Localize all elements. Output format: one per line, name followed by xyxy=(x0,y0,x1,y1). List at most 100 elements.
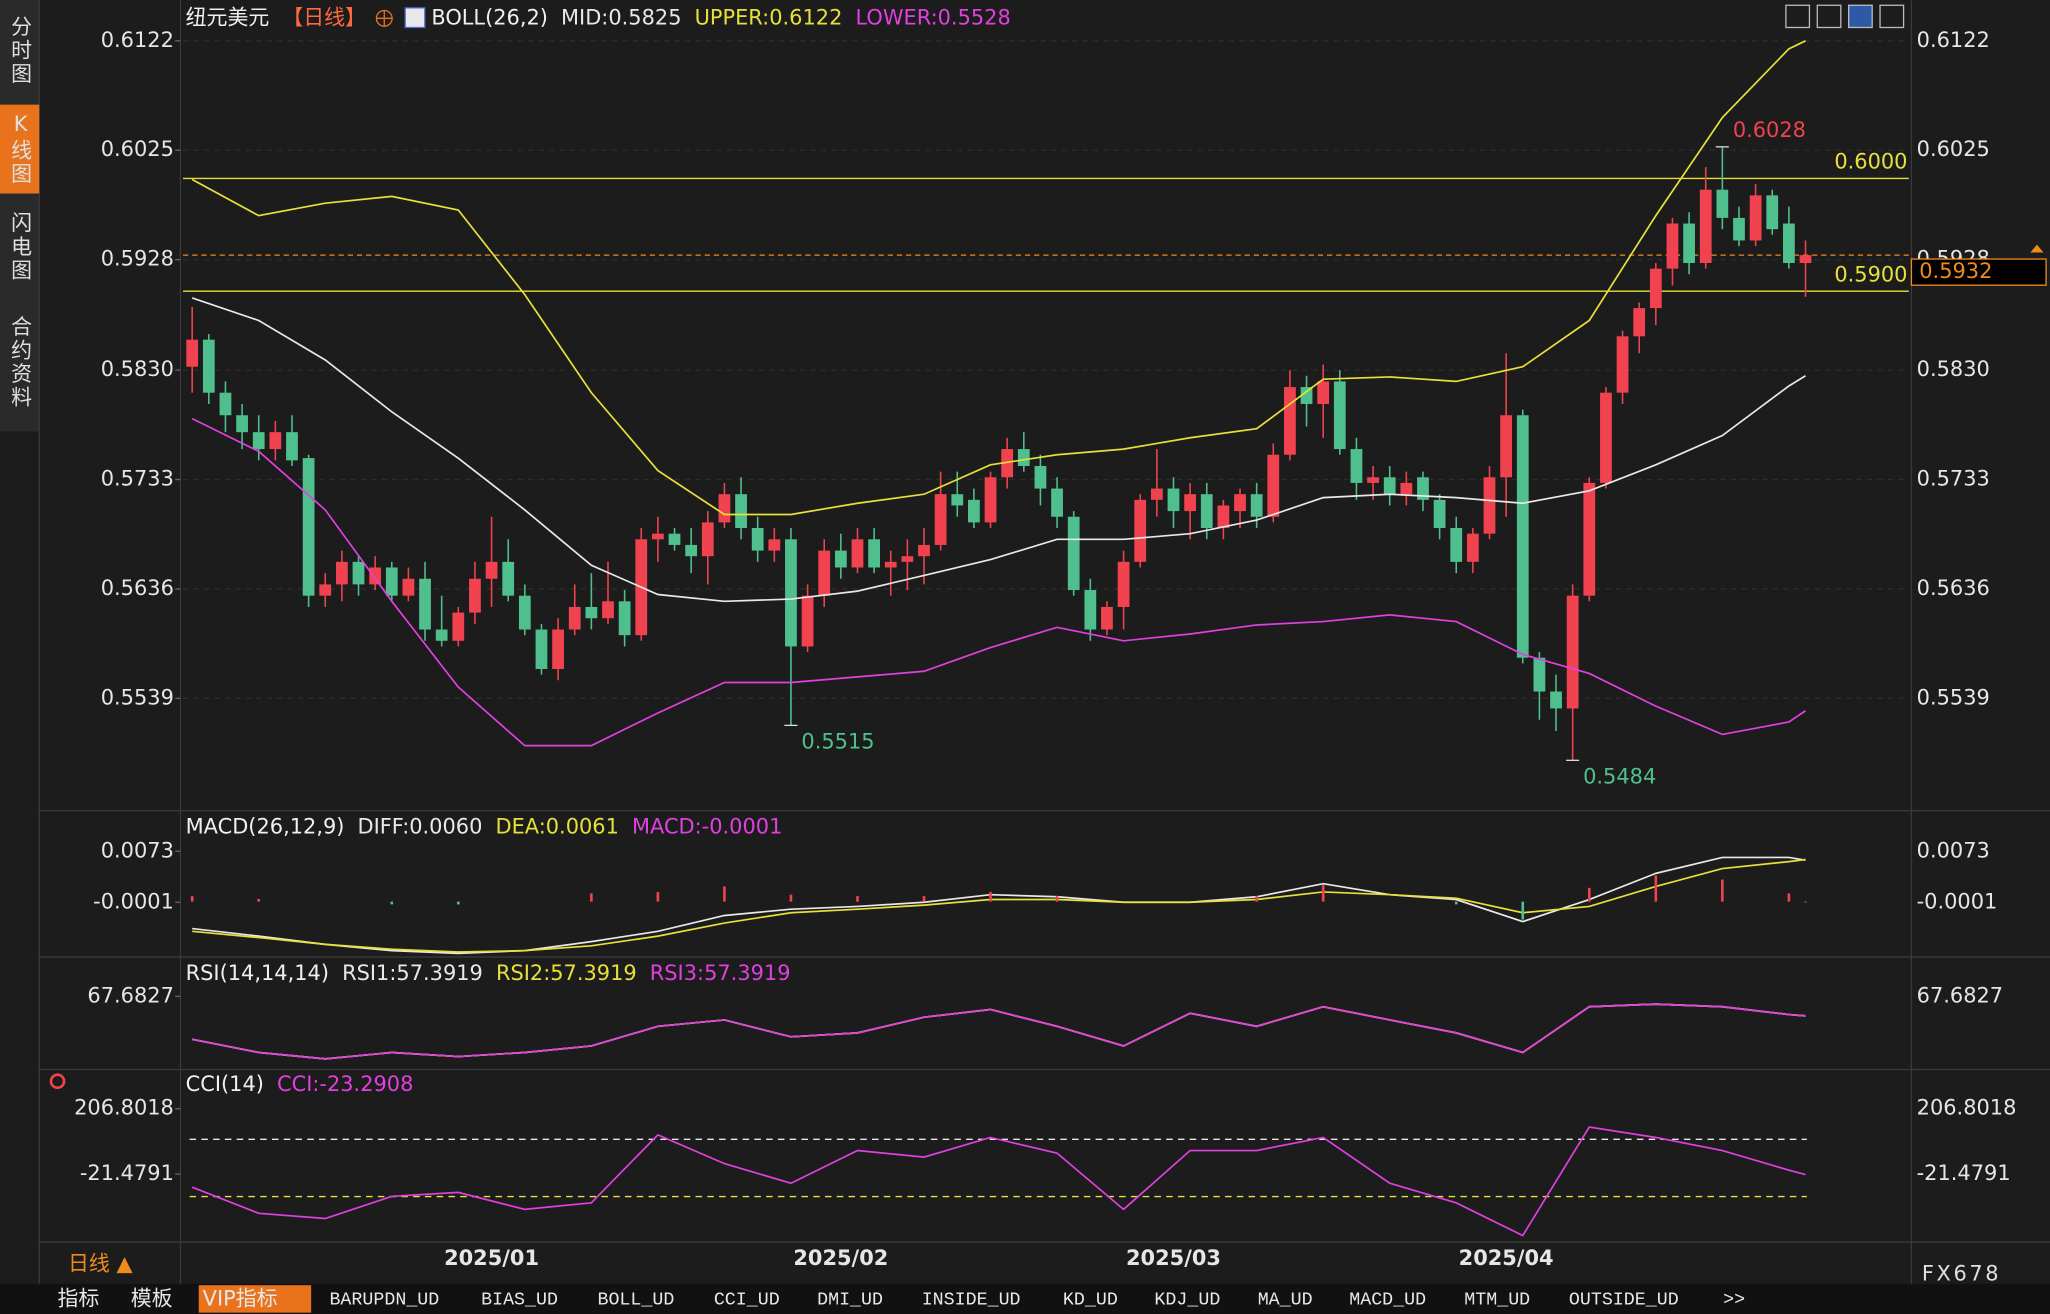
settings-icon[interactable] xyxy=(49,1073,66,1090)
candle-body xyxy=(968,499,980,523)
sidebar xyxy=(0,0,40,432)
candle-body xyxy=(1200,494,1213,529)
y-tick-label: -21.4791 xyxy=(80,1161,174,1185)
y-tick-label-right: 0.5733 xyxy=(1917,467,1990,491)
candle-body xyxy=(402,578,415,596)
candle-body xyxy=(701,522,714,557)
candle-body xyxy=(918,544,930,557)
toolbar-tab[interactable]: 指标 xyxy=(58,1287,100,1311)
candle-body xyxy=(818,550,831,596)
y-tick-label-right: 0.5830 xyxy=(1917,357,1990,381)
indicator-label: BOLL(26,2) xyxy=(431,5,548,29)
y-tick-label-right: 0.5539 xyxy=(1917,685,1990,709)
candle-body xyxy=(901,556,914,562)
candle-body xyxy=(1267,454,1280,517)
toolbar-tab[interactable]: KD_UD xyxy=(1063,1290,1118,1310)
toolbar-tab[interactable]: INSIDE_UD xyxy=(922,1290,1021,1310)
candle-body xyxy=(1167,488,1180,512)
candle-body xyxy=(868,539,880,568)
candle-body xyxy=(618,601,631,636)
legend-label: RSI3:57.3919 xyxy=(650,961,791,985)
candle-body xyxy=(685,544,698,557)
toolbar-tab[interactable]: BOLL_UD xyxy=(597,1290,674,1310)
toolbar-tab[interactable]: CCI_UD xyxy=(714,1290,780,1310)
y-tick-label: 0.6025 xyxy=(101,137,174,161)
candle-body xyxy=(1600,392,1612,483)
candle-body xyxy=(1699,189,1712,264)
indicator-label: MACD(26,12,9) xyxy=(186,815,345,839)
candle-body xyxy=(1483,477,1496,534)
series-line xyxy=(192,856,1806,955)
candle-body xyxy=(1101,606,1113,630)
candle-body xyxy=(435,629,448,641)
toolbar-tab[interactable]: BIAS_UD xyxy=(481,1290,558,1310)
toolbar-tab[interactable]: MACD_UD xyxy=(1349,1290,1426,1310)
candle-body xyxy=(485,561,498,579)
view-icon[interactable] xyxy=(1879,4,1905,29)
legend-label: MACD:-0.0001 xyxy=(632,815,782,839)
y-tick-label-right: -0.0001 xyxy=(1917,889,1998,913)
candle-body xyxy=(1649,268,1662,309)
view-icon[interactable] xyxy=(1848,4,1873,29)
series-line xyxy=(191,297,1806,603)
candle-body xyxy=(419,578,431,630)
toolbar-tab[interactable]: DMI_UD xyxy=(817,1290,883,1310)
candle-body xyxy=(1001,449,1014,478)
view-icon[interactable] xyxy=(1816,4,1842,29)
toolbar xyxy=(0,1283,2050,1314)
candle-body xyxy=(1683,223,1695,264)
candle-body xyxy=(1400,482,1413,495)
candle-body xyxy=(369,567,382,585)
legend-label: MID:0.5825 xyxy=(561,5,682,29)
annotation-label: 0.5515 xyxy=(801,729,874,753)
candle-body xyxy=(801,595,814,647)
annotation-label: 0.5484 xyxy=(1583,764,1656,788)
candle-body xyxy=(236,415,248,433)
view-icons xyxy=(1785,4,1905,29)
x-tick-label: 2025/04 xyxy=(1459,1246,1554,1270)
period-button[interactable]: 日线 ▲ xyxy=(68,1251,133,1275)
candle-body xyxy=(851,539,864,568)
candle-body xyxy=(1533,657,1546,692)
candle-body xyxy=(1716,189,1729,218)
sidebar-tab[interactable]: 分时图 xyxy=(9,16,33,87)
y-tick-label: -0.0001 xyxy=(93,889,174,913)
candle-body xyxy=(1084,590,1097,630)
toolbar-tab[interactable]: OUTSIDE_UD xyxy=(1569,1290,1679,1310)
sidebar-tab[interactable]: 合约资料 xyxy=(9,316,33,410)
sidebar-tab[interactable]: 闪电图 xyxy=(9,212,33,283)
toolbar-tab[interactable]: MTM_UD xyxy=(1464,1290,1530,1310)
legend-label: RSI2:57.3919 xyxy=(496,961,637,985)
candle-body xyxy=(602,601,614,619)
indicator-icon xyxy=(404,7,426,29)
candle-body xyxy=(1450,528,1463,562)
candle-body xyxy=(718,494,731,523)
y-tick-label: 0.5928 xyxy=(101,247,174,271)
toolbar-tab[interactable]: BARUPDN_UD xyxy=(329,1290,439,1310)
toolbar-tab-active xyxy=(198,1285,312,1313)
toolbar-tab[interactable]: VIP指标 xyxy=(203,1287,278,1311)
legend-label: DEA:0.0061 xyxy=(495,815,618,839)
toolbar-tab[interactable]: MA_UD xyxy=(1258,1290,1313,1310)
h-line-label: 0.5900 xyxy=(1834,263,1907,287)
y-tick-label-right: 0.0073 xyxy=(1917,838,1990,862)
legend-label: CCI:-23.2908 xyxy=(277,1072,413,1096)
candle-body xyxy=(1583,482,1596,596)
y-tick-label: 0.5539 xyxy=(101,685,174,709)
candle-body xyxy=(951,494,964,506)
series-line xyxy=(191,417,1806,747)
sidebar-tab[interactable]: K线图 xyxy=(9,112,33,186)
candle-body xyxy=(269,432,282,450)
candle-body xyxy=(469,578,481,613)
candle-body xyxy=(1516,415,1529,658)
toolbar-tab[interactable]: 模板 xyxy=(131,1287,173,1311)
view-icon[interactable] xyxy=(1785,4,1811,29)
candle-body xyxy=(1367,477,1379,483)
legend-label: LOWER:0.5528 xyxy=(855,5,1010,29)
candle-body xyxy=(352,561,365,585)
toolbar-tab[interactable]: >> xyxy=(1723,1290,1745,1310)
y-tick-label-right: 206.8018 xyxy=(1917,1096,2017,1120)
toolbar-tab[interactable]: KDJ_UD xyxy=(1154,1290,1220,1310)
